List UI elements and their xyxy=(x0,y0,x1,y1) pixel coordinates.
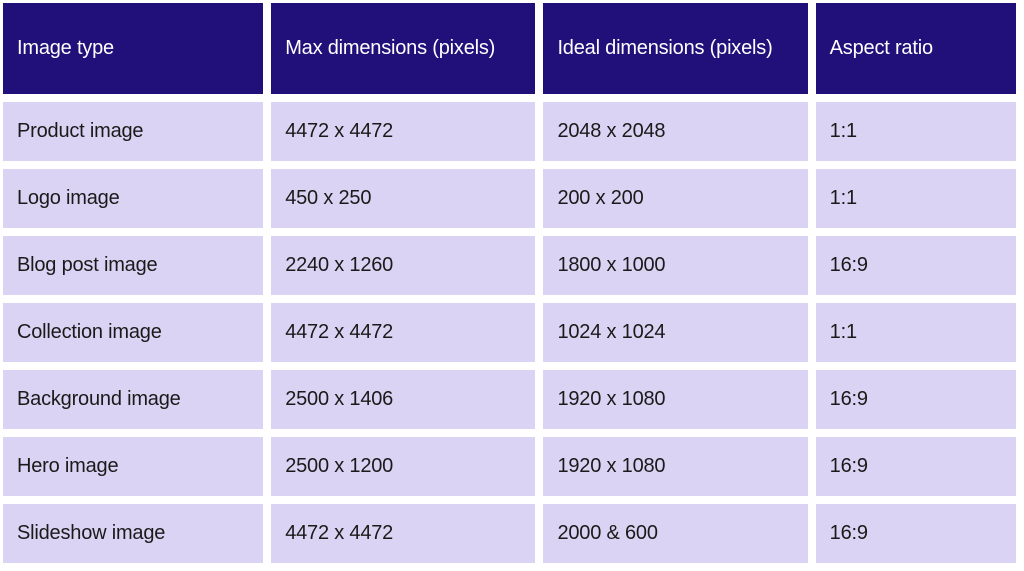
header-ideal-dimensions: Ideal dimensions (pixels) xyxy=(543,3,808,94)
image-type-cell: Slideshow image xyxy=(3,504,264,563)
aspect-ratio-cell: 16:9 xyxy=(815,504,1016,563)
ideal-dimensions-cell: 200 x 200 xyxy=(543,169,808,228)
aspect-ratio-cell: 16:9 xyxy=(815,437,1016,496)
max-dimensions-cell: 2500 x 1406 xyxy=(271,370,536,429)
ideal-dimensions-cell: 1024 x 1024 xyxy=(543,303,808,362)
aspect-ratio-cell: 1:1 xyxy=(815,102,1016,161)
max-dimensions-cell: 4472 x 4472 xyxy=(271,102,536,161)
ideal-dimensions-cell: 1800 x 1000 xyxy=(543,236,808,295)
image-type-cell: Logo image xyxy=(3,169,264,228)
image-type-cell: Blog post image xyxy=(3,236,264,295)
image-type-cell: Product image xyxy=(3,102,264,161)
aspect-ratio-cell: 1:1 xyxy=(815,303,1016,362)
max-dimensions-cell: 4472 x 4472 xyxy=(271,303,536,362)
header-row: Image type Max dimensions (pixels) Ideal… xyxy=(3,3,1016,94)
image-type-cell: Collection image xyxy=(3,303,264,362)
table-row: Collection image 4472 x 4472 1024 x 1024 1:… xyxy=(3,303,1016,362)
aspect-ratio-cell: 16:9 xyxy=(815,236,1016,295)
ideal-dimensions-cell: 1920 x 1080 xyxy=(543,437,808,496)
header-image-type: Image type xyxy=(3,3,264,94)
max-dimensions-cell: 450 x 250 xyxy=(271,169,536,228)
table-row: Slideshow image 4472 x 4472 2000 & 600 16:9 xyxy=(3,504,1016,563)
max-dimensions-cell: 4472 x 4472 xyxy=(271,504,536,563)
max-dimensions-cell: 2500 x 1200 xyxy=(271,437,536,496)
table-row: Background image 2500 x 1406 1920 x 1080 16… xyxy=(3,370,1016,429)
image-type-cell: Background image xyxy=(3,370,264,429)
header-max-dimensions: Max dimensions (pixels) xyxy=(271,3,536,94)
header-aspect-ratio: Aspect ratio xyxy=(815,3,1016,94)
ideal-dimensions-cell: 1920 x 1080 xyxy=(543,370,808,429)
ideal-dimensions-cell: 2000 & 600 xyxy=(543,504,808,563)
aspect-ratio-cell: 1:1 xyxy=(815,169,1016,228)
max-dimensions-cell: 2240 x 1260 xyxy=(271,236,536,295)
table-row: Product image 4472 x 4472 2048 x 2048 1:1 xyxy=(3,102,1016,161)
ideal-dimensions-cell: 2048 x 2048 xyxy=(543,102,808,161)
image-type-cell: Hero image xyxy=(3,437,264,496)
aspect-ratio-cell: 16:9 xyxy=(815,370,1016,429)
table-row: Logo image 450 x 250 200 x 200 1:1 xyxy=(3,169,1016,228)
table-row: Blog post image 2240 x 1260 1800 x 1000 16:… xyxy=(3,236,1016,295)
table-row: Hero image 2500 x 1200 1920 x 1080 16:9 xyxy=(3,437,1016,496)
